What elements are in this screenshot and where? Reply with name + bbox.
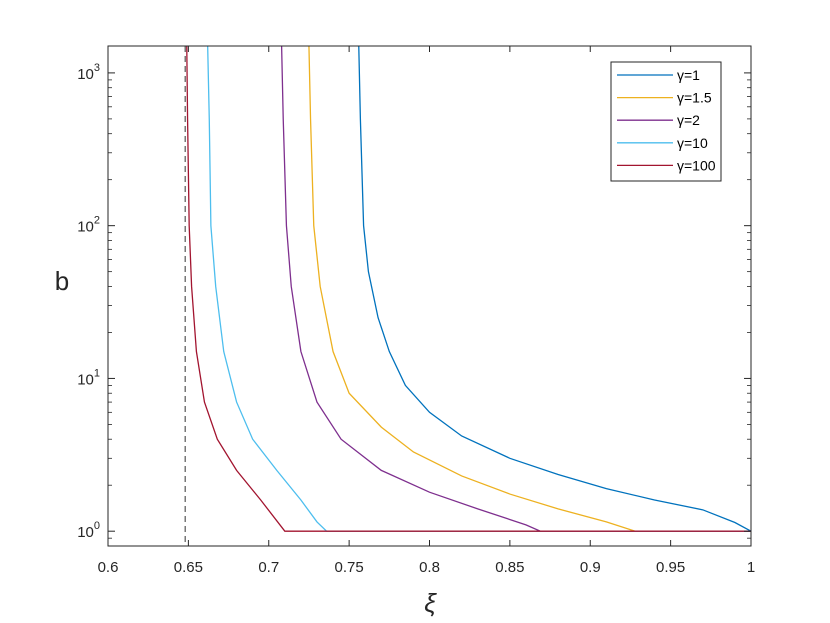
legend: γ=1 γ=1.5 γ=2 γ=10 γ=100 [610, 61, 722, 182]
legend-label-0: γ=1 [677, 67, 700, 83]
legend-label-3: γ=10 [677, 135, 708, 151]
x-tick-label: 0.7 [258, 559, 279, 576]
x-axis-title: ξ [424, 588, 437, 618]
y-tick-label: 102 [77, 215, 100, 236]
x-tick-label: 1 [747, 559, 755, 576]
legend-label-2: γ=2 [677, 112, 700, 128]
axes-layer: 0.6 0.65 0.7 0.75 0.8 0.85 0.9 0.95 1 100 101 102 10… [77, 45, 755, 576]
series-line-4 [186, 45, 751, 532]
series-line-2 [280, 45, 751, 532]
y-tick-label: 100 [77, 520, 100, 541]
legend-label-4: γ=100 [677, 157, 716, 173]
series-line-1 [308, 45, 751, 532]
y-tick-label: 101 [77, 367, 100, 388]
y-axis-title: b [55, 266, 69, 296]
legend-box [610, 61, 722, 182]
legend-label-1: γ=1.5 [677, 90, 712, 106]
series-layer [186, 45, 752, 532]
x-tick-label: 0.8 [419, 559, 440, 576]
x-tick-label: 0.95 [656, 559, 685, 576]
x-tick-label: 0.6 [98, 559, 119, 576]
x-tick-label: 0.65 [174, 559, 203, 576]
x-tick-label: 0.9 [580, 559, 601, 576]
series-line-0 [358, 45, 752, 532]
y-tick-label: 103 [77, 62, 100, 83]
series-line-3 [207, 45, 751, 532]
x-tick-label: 0.75 [335, 559, 364, 576]
x-tick-label: 0.85 [495, 559, 524, 576]
